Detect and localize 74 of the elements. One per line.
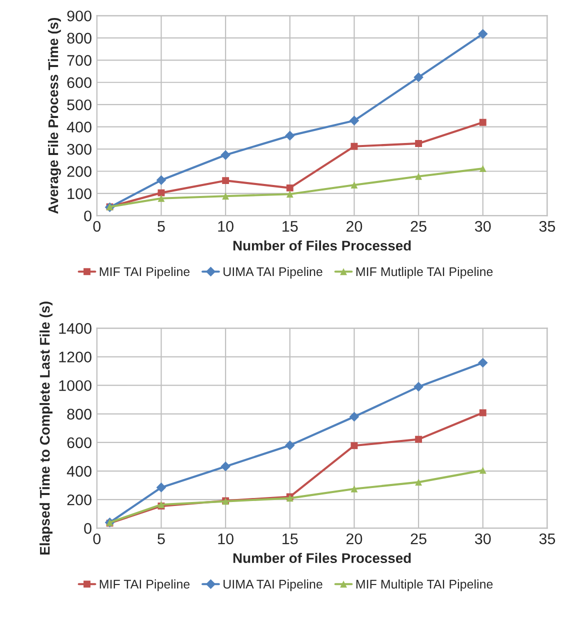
point — [478, 29, 488, 39]
y-tick-label: 600 — [67, 437, 92, 448]
point — [286, 184, 294, 192]
x-tick-label: 0 — [93, 533, 101, 544]
point — [350, 182, 358, 189]
legend-label: UIMA TAI Pipeline — [224, 266, 322, 279]
legend-label: MIF Mutliple TAI Pipeline — [356, 266, 493, 279]
point — [284, 130, 295, 141]
x-tick-label: 0 — [93, 220, 101, 232]
point — [479, 118, 486, 126]
x-tick-label: 15 — [282, 534, 298, 544]
y-tick-label: 900 — [67, 10, 92, 22]
point — [479, 466, 486, 474]
y-tick-label: 100 — [68, 188, 92, 200]
point — [158, 194, 165, 202]
y-tick-label: 500 — [67, 99, 92, 110]
point — [222, 192, 230, 200]
y-tick-label: 1000 — [59, 380, 92, 392]
point — [349, 412, 360, 422]
point — [220, 462, 230, 472]
x-tick-label: 15 — [282, 221, 298, 232]
y-tick-label: 800 — [67, 32, 92, 44]
x-tick-label: 35 — [539, 533, 556, 544]
point — [286, 190, 294, 198]
point — [222, 177, 230, 184]
x-tick-label: 10 — [218, 533, 234, 544]
point — [284, 440, 295, 450]
y-tick-label: 400 — [66, 466, 92, 477]
point — [220, 150, 230, 160]
y-tick-label: 400 — [66, 122, 92, 132]
point — [158, 189, 165, 196]
x-tick-label: 5 — [158, 221, 165, 232]
y-axis-title: Elapsed Time to Complete Last File (s) — [40, 302, 52, 554]
x-tick-label: 35 — [539, 220, 556, 232]
x-tick-label: 5 — [158, 534, 165, 544]
y-tick-label: 600 — [67, 77, 92, 88]
legend-label: MIF TAI Pipeline — [100, 266, 190, 279]
y-tick-label: 300 — [67, 144, 92, 155]
y-tick-label: 0 — [84, 210, 92, 222]
point — [478, 358, 488, 368]
x-axis-title: Number of Files Processed — [233, 552, 411, 564]
point — [479, 165, 486, 172]
y-tick-label: 200 — [67, 494, 92, 506]
y-tick-label: 0 — [84, 523, 92, 534]
x-tick-label: 10 — [218, 220, 234, 232]
legend-label: MIF Multiple TAI Pipeline — [356, 579, 493, 592]
y-tick-label: 1200 — [59, 352, 92, 362]
point — [414, 72, 424, 82]
point — [350, 485, 358, 492]
point — [415, 436, 422, 443]
x-tick-label: 30 — [474, 220, 491, 232]
point — [414, 382, 424, 392]
point — [479, 409, 486, 416]
y-tick-label: 700 — [67, 55, 92, 66]
point — [349, 116, 360, 126]
x-tick-label: 25 — [410, 533, 426, 544]
y-tick-label: 1400 — [59, 323, 92, 334]
legend-label: UIMA TAI Pipeline — [224, 579, 322, 592]
x-tick-label: 20 — [346, 220, 362, 232]
point — [156, 175, 166, 186]
x-tick-label: 25 — [410, 220, 426, 232]
legend-label: MIF TAI Pipeline — [100, 579, 190, 592]
point — [156, 482, 166, 492]
point — [350, 442, 358, 450]
point — [415, 478, 422, 486]
point — [415, 172, 422, 180]
point — [415, 140, 422, 147]
x-tick-label: 20 — [346, 533, 362, 544]
y-axis-title: Average File Process Time (s) — [48, 18, 61, 214]
x-axis-title: Number of Files Processed — [233, 240, 411, 251]
x-tick-label: 30 — [474, 533, 491, 544]
y-tick-label: 200 — [67, 166, 92, 177]
point — [350, 142, 358, 150]
y-tick-label: 800 — [67, 408, 92, 420]
